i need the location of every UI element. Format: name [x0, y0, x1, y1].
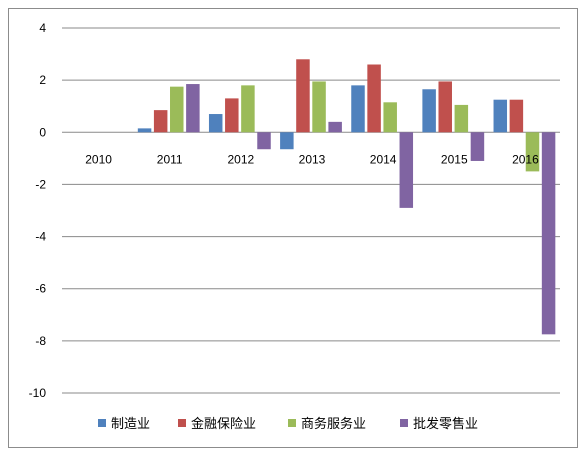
- category-label: 2014: [370, 152, 397, 166]
- bar-批发零售业-2013: [328, 121, 342, 133]
- bar-制造业-2014: [351, 85, 365, 133]
- legend-swatch: [98, 419, 106, 427]
- legend-label: 商务服务业: [301, 416, 366, 432]
- bar-商务服务业-2012: [241, 85, 255, 133]
- chart-frame: [8, 8, 578, 448]
- bar-批发零售业-2016: [541, 132, 556, 335]
- y-tick-label: 2: [39, 73, 46, 87]
- bar-批发零售业-2012: [257, 132, 271, 150]
- y-axis-tick-labels: 4 2 0 -2 -4 -6 -8 -10: [29, 21, 47, 400]
- legend-label: 制造业: [111, 417, 150, 432]
- bar-批发零售业-2014: [399, 132, 414, 208]
- bar-批发零售业-2015: [470, 132, 485, 161]
- bar-金融保险业-2012: [225, 98, 239, 133]
- category-label: 2011: [157, 152, 183, 166]
- bar-商务服务业-2013: [312, 81, 326, 133]
- category-label: 2010: [85, 152, 112, 166]
- bar-制造业-2016: [493, 99, 508, 133]
- legend-swatch: [400, 419, 408, 427]
- legend-label: 批发零售业: [413, 416, 478, 432]
- legend: 制造业 金融保险业 商务服务业 批发零售业: [98, 416, 478, 432]
- category-label: 2016: [512, 152, 539, 166]
- y-tick-label: -2: [35, 177, 46, 191]
- bar-金融保险业-2013: [296, 59, 310, 133]
- bar-金融保险业-2011: [153, 110, 168, 133]
- bar-商务服务业-2016: [525, 132, 540, 172]
- legend-label: 金融保险业: [191, 416, 256, 432]
- y-tick-label: -8: [35, 334, 46, 348]
- y-tick-label: 4: [39, 21, 46, 35]
- y-tick-label: -4: [35, 230, 46, 244]
- category-labels: 2010 2011 2012 2013 2014 2015 2016: [85, 152, 539, 166]
- legend-swatch: [178, 419, 186, 427]
- category-label: 2012: [228, 152, 255, 166]
- bar-制造业-2011: [137, 128, 152, 133]
- y-tick-label: -6: [35, 282, 46, 296]
- legend-swatch: [288, 419, 296, 427]
- bar-商务服务业-2011: [170, 86, 184, 133]
- bar-制造业-2015: [422, 89, 436, 133]
- bar-制造业-2012: [208, 114, 223, 133]
- bar-商务服务业-2014: [383, 102, 397, 133]
- bar-金融保险业-2015: [438, 81, 452, 133]
- bar-商务服务业-2015: [454, 104, 469, 133]
- y-tick-label: 0: [39, 125, 46, 139]
- bars: [137, 59, 556, 335]
- bar-批发零售业-2011: [186, 84, 200, 133]
- bar-金融保险业-2014: [367, 64, 381, 133]
- y-tick-label: -10: [29, 386, 47, 400]
- bar-金融保险业-2016: [509, 99, 524, 133]
- category-label: 2015: [441, 152, 468, 166]
- gridlines: [62, 27, 560, 394]
- bar-制造业-2013: [280, 132, 294, 150]
- category-label: 2013: [299, 152, 326, 166]
